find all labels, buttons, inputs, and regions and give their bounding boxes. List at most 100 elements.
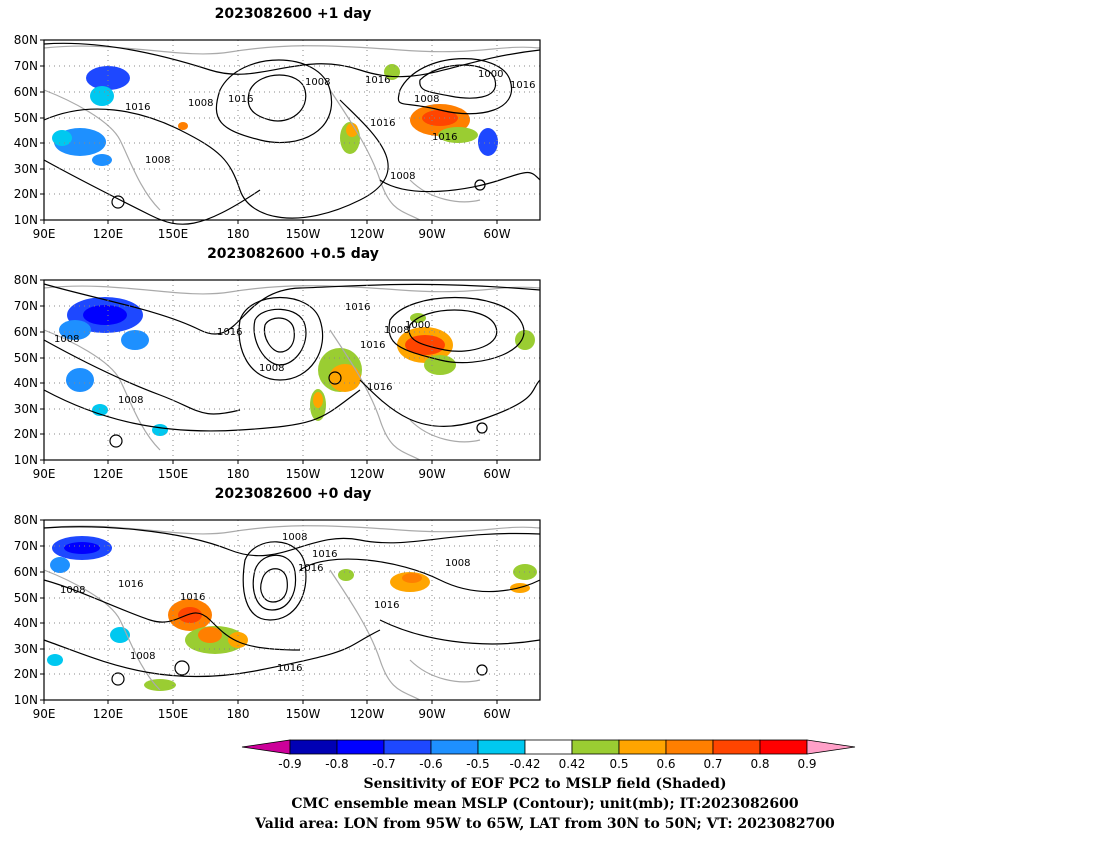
- contour-label: 1008: [305, 77, 330, 88]
- lat-label: 60N: [14, 325, 38, 339]
- lon-label: 120W: [350, 707, 385, 721]
- contour-labels: 1008 1016 1008 1016 1008 1016 1016 1008 …: [125, 69, 535, 182]
- gridlines: [44, 40, 540, 220]
- lat-label: 50N: [14, 111, 38, 125]
- lon-labels: 90E 120E 150E 180 150W 120W 90W 60W: [33, 227, 511, 241]
- lon-label: 90W: [418, 227, 445, 241]
- lon-label: 120W: [350, 467, 385, 481]
- colorbar-label: 0.5: [609, 757, 628, 771]
- lat-labels: 80N 70N 60N 50N 40N 30N 20N 10N: [14, 273, 38, 467]
- contour-label: 1008: [145, 155, 170, 166]
- lon-label: 60W: [483, 707, 510, 721]
- colorbar-swatch: [759, 739, 808, 755]
- colorbar-label: -0.42: [509, 757, 540, 771]
- colorbar-label: -0.8: [325, 757, 348, 771]
- colorbar-swatch: [383, 739, 432, 755]
- contour-label: 1016: [345, 302, 370, 313]
- lon-label: 90E: [33, 707, 56, 721]
- lon-label: 150E: [158, 707, 189, 721]
- lon-label: 180: [227, 227, 250, 241]
- lon-labels: 90E 120E 150E 180 150W 120W 90W 60W: [33, 707, 511, 721]
- mslp-contours: [43, 42, 541, 225]
- mslp-contours: [43, 283, 541, 448]
- contour-label: 1016: [277, 663, 302, 674]
- contour-label: 1008: [259, 363, 284, 374]
- lat-label: 20N: [14, 427, 38, 441]
- panel-2-map: 1008 1008 1016 1008 1016 1016 1016 1008 …: [14, 273, 541, 481]
- contour-label: 1008: [445, 558, 470, 569]
- axis-ticks: [40, 39, 498, 224]
- contour-label: 1016: [312, 549, 337, 560]
- lat-label: 60N: [14, 85, 38, 99]
- lat-label: 40N: [14, 376, 38, 390]
- coastlines: [43, 285, 541, 461]
- contour-label: 1008: [282, 532, 307, 543]
- panel-3-title: 2023082600 +0 day: [214, 486, 372, 502]
- lat-label: 40N: [14, 616, 38, 630]
- contour-label: 1000: [405, 320, 430, 331]
- colorbar-label: 0.6: [656, 757, 675, 771]
- contour-label: 1016: [228, 94, 253, 105]
- caption-line-3: Valid area: LON from 95W to 65W, LAT fro…: [255, 816, 835, 832]
- lat-label: 60N: [14, 565, 38, 579]
- lon-label: 180: [227, 467, 250, 481]
- axis-ticks: [40, 519, 498, 704]
- lon-label: 120E: [93, 227, 124, 241]
- panel-3-map: 1008 1016 1008 1008 1016 1016 1016 1016 …: [14, 513, 541, 721]
- lat-label: 70N: [14, 59, 38, 73]
- lon-label: 150W: [286, 227, 321, 241]
- lat-label: 70N: [14, 299, 38, 313]
- lon-label: 150E: [158, 467, 189, 481]
- lon-label: 60W: [483, 467, 510, 481]
- lon-label: 120E: [93, 707, 124, 721]
- caption-line-1: Sensitivity of EOF PC2 to MSLP field (Sh…: [363, 776, 727, 792]
- colorbar-swatch: [430, 739, 479, 755]
- coastlines: [43, 45, 541, 221]
- colorbar-swatch: [477, 739, 526, 755]
- lat-label: 40N: [14, 136, 38, 150]
- coastlines: [43, 525, 541, 701]
- lat-label: 20N: [14, 187, 38, 201]
- caption-line-2: CMC ensemble mean MSLP (Contour); unit(m…: [291, 796, 799, 812]
- map-frame: [43, 39, 541, 221]
- contour-label: 1008: [60, 585, 85, 596]
- contour-label: 1008: [54, 334, 79, 345]
- colorbar-label: -0.6: [419, 757, 442, 771]
- lon-label: 120E: [93, 467, 124, 481]
- contour-label: 1016: [365, 75, 390, 86]
- colorbar-swatch: [524, 739, 573, 755]
- lat-labels: 80N 70N 60N 50N 40N 30N 20N 10N: [14, 513, 38, 707]
- colorbar-label: 0.9: [797, 757, 816, 771]
- contour-label: 1008: [414, 94, 439, 105]
- contour-label: 1016: [374, 600, 399, 611]
- contour-label: 1008: [130, 651, 155, 662]
- contour-label: 1016: [432, 132, 457, 143]
- colorbar-swatch: [665, 739, 714, 755]
- colorbar-max-arrow: [806, 739, 856, 755]
- colorbar-swatch: [336, 739, 385, 755]
- lat-label: 50N: [14, 351, 38, 365]
- lat-label: 80N: [14, 33, 38, 47]
- colorbar-label: -0.7: [372, 757, 395, 771]
- lat-label: 10N: [14, 453, 38, 467]
- lat-label: 20N: [14, 667, 38, 681]
- lon-label: 150W: [286, 467, 321, 481]
- lat-label: 70N: [14, 539, 38, 553]
- colorbar-swatch: [571, 739, 620, 755]
- mslp-contours: [43, 526, 541, 686]
- map-frame: [43, 279, 541, 461]
- contour-labels: 1008 1016 1008 1008 1016 1016 1016 1016 …: [60, 532, 470, 674]
- lat-labels: 80N 70N 60N 50N 40N 30N 20N 10N: [14, 33, 38, 227]
- panel-1-title: 2023082600 +1 day: [214, 6, 372, 22]
- axis-ticks: [40, 279, 498, 464]
- contour-label: 1016: [370, 118, 395, 129]
- contour-label: 1008: [390, 171, 415, 182]
- lon-label: 120W: [350, 227, 385, 241]
- sensitivity-shading: [59, 297, 535, 436]
- panel-1-map: 1008 1016 1008 1016 1008 1016 1016 1008 …: [14, 33, 541, 241]
- lon-label: 90E: [33, 467, 56, 481]
- lon-label: 180: [227, 707, 250, 721]
- contour-label: 1016: [298, 563, 323, 574]
- colorbar-swatch: [618, 739, 667, 755]
- contour-label: 1008: [188, 98, 213, 109]
